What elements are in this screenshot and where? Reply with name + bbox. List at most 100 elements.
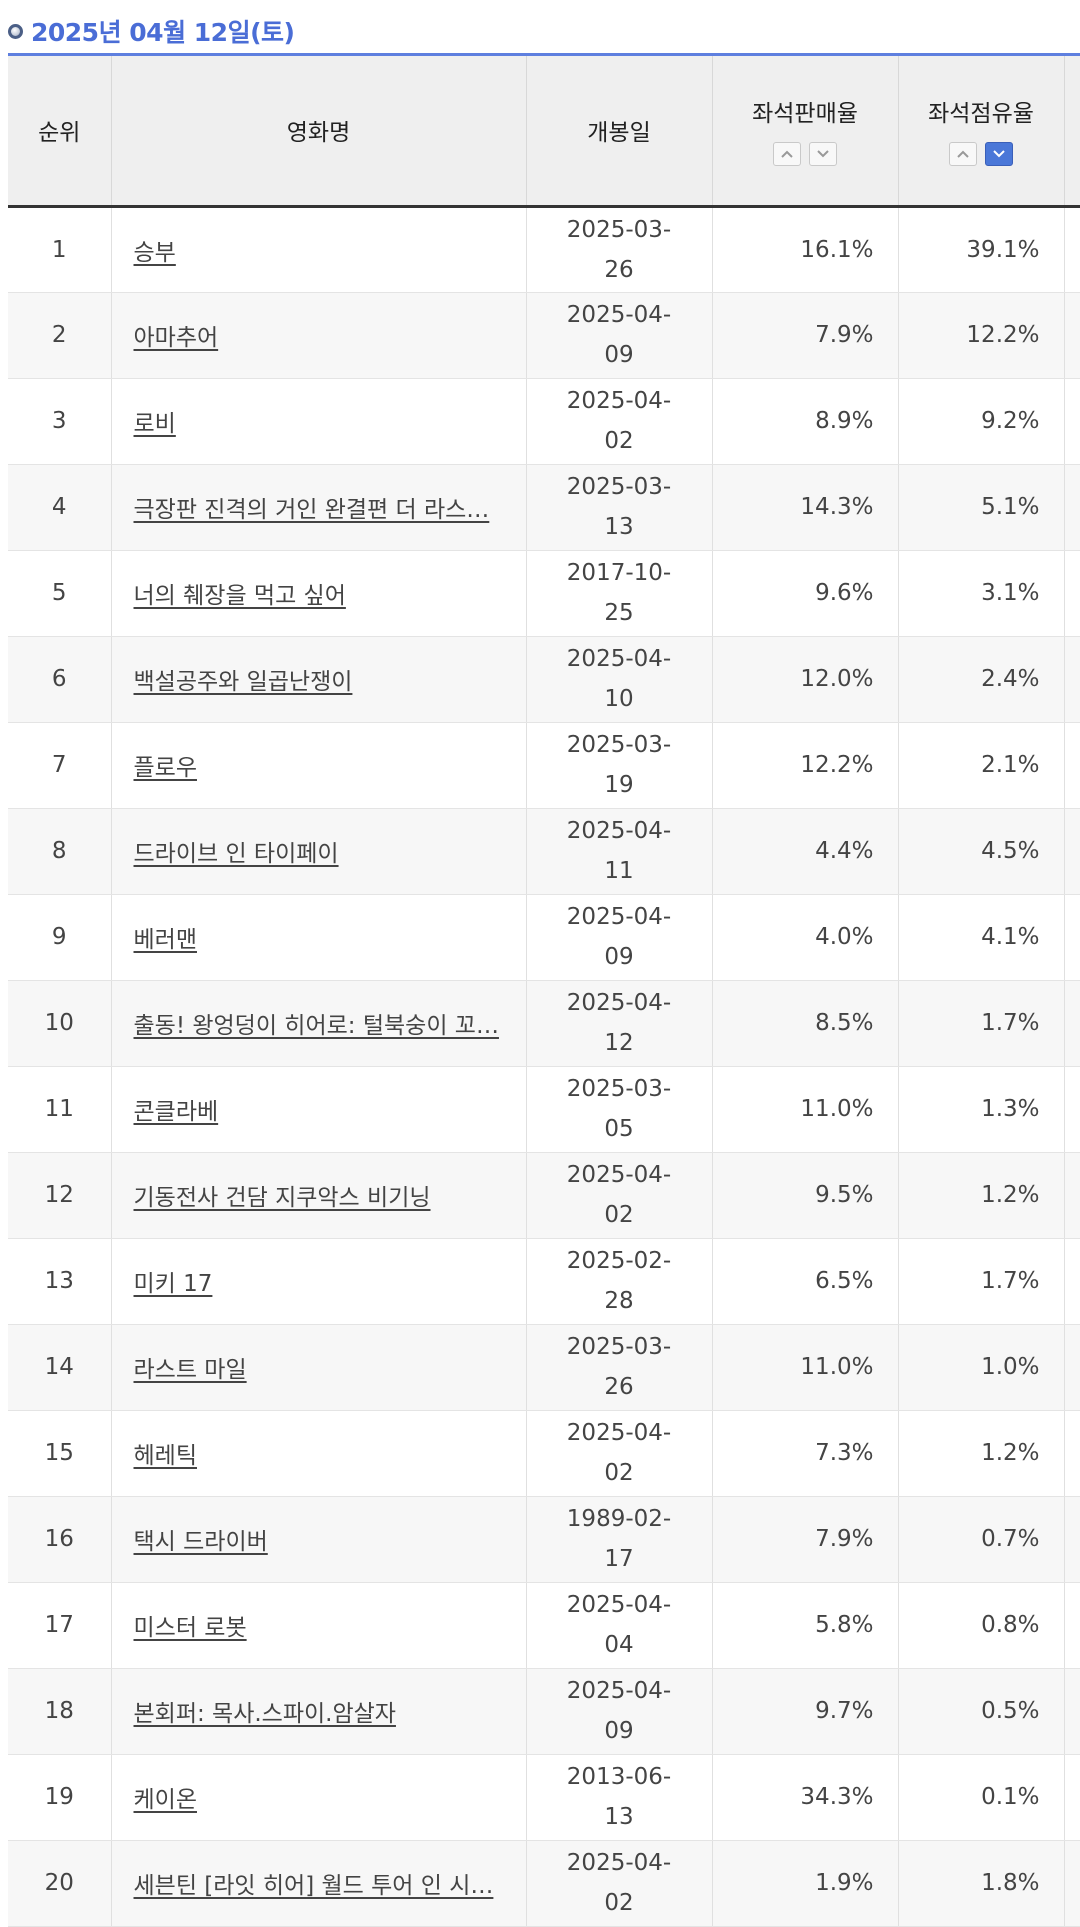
release-date-cell: 2025-04-09 (526, 292, 713, 379)
table-row: 9 베러맨 2025-04-09 4.0% 4.1% (8, 894, 1080, 981)
overflow-cell (1064, 894, 1080, 981)
release-date-cell: 2025-04-12 (526, 980, 713, 1067)
release-date-cell: 2017-10-25 (526, 550, 713, 637)
title-cell: 기동전사 건담 지쿠악스 비기닝 (111, 1152, 527, 1239)
rank-cell: 19 (8, 1754, 112, 1841)
rank-cell: 12 (8, 1152, 112, 1239)
table-row: 15 헤레틱 2025-04-02 7.3% 1.2% (8, 1410, 1080, 1497)
movie-title-link[interactable]: 본회퍼: 목사.스파이.암살자 (133, 1701, 396, 1727)
movie-title-link[interactable]: 출동! 왕엉덩이 히어로: 털북숭이 꼬… (133, 1013, 499, 1039)
seat-sales-cell: 14.3% (712, 464, 899, 551)
table-row: 14 라스트 마일 2025-03-26 11.0% 1.0% (8, 1324, 1080, 1411)
seat-share-cell: 1.7% (898, 980, 1065, 1067)
table-row: 1 승부 2025-03-26 16.1% 39.1% (8, 206, 1080, 293)
seat-sales-cell: 7.3% (712, 1410, 899, 1497)
movie-title-link[interactable]: 백설공주와 일곱난쟁이 (133, 669, 353, 695)
table-body: 1 승부 2025-03-26 16.1% 39.1% 2 아마추어 2025-04-09 7.… (8, 206, 1080, 1927)
release-date-cell: 2025-04-11 (526, 808, 713, 895)
seat-sales-cell: 1.9% (712, 1840, 899, 1927)
seat-sales-cell: 9.6% (712, 550, 899, 637)
movie-title-link[interactable]: 플로우 (133, 755, 197, 781)
overflow-cell (1064, 636, 1080, 723)
column-header-seat-sales-label: 좌석판매율 (752, 101, 858, 128)
title-cell: 미키 17 (111, 1238, 527, 1325)
sort-ascending-button[interactable] (773, 142, 801, 167)
table-row: 18 본회퍼: 목사.스파이.암살자 2025-04-09 9.7% 0.5% (8, 1668, 1080, 1755)
movie-title-link[interactable]: 기동전사 건담 지쿠악스 비기닝 (133, 1185, 431, 1211)
rank-cell: 18 (8, 1668, 112, 1755)
rank-cell: 14 (8, 1324, 112, 1411)
table-row: 4 극장판 진격의 거인 완결편 더 라스… 2025-03-13 14.3% 5.1% (8, 464, 1080, 551)
rank-cell: 7 (8, 722, 112, 809)
overflow-cell (1064, 1668, 1080, 1755)
movie-title-link[interactable]: 미키 17 (133, 1271, 213, 1297)
title-cell: 본회퍼: 목사.스파이.암살자 (111, 1668, 527, 1755)
overflow-cell (1064, 1840, 1080, 1927)
title-cell: 콘클라베 (111, 1066, 527, 1153)
seat-sales-cell: 16.1% (712, 206, 899, 293)
release-date-cell: 2025-04-02 (526, 1410, 713, 1497)
title-cell: 베러맨 (111, 894, 527, 981)
movie-title-link[interactable]: 라스트 마일 (133, 1357, 247, 1383)
table-row: 8 드라이브 인 타이페이 2025-04-11 4.4% 4.5% (8, 808, 1080, 895)
seat-share-cell: 1.7% (898, 1238, 1065, 1325)
title-cell: 헤레틱 (111, 1410, 527, 1497)
release-date-cell: 2025-03-19 (526, 722, 713, 809)
overflow-cell (1064, 1496, 1080, 1583)
seat-share-cell: 9.2% (898, 378, 1065, 465)
title-cell: 너의 췌장을 먹고 싶어 (111, 550, 527, 637)
table-row: 6 백설공주와 일곱난쟁이 2025-04-10 12.0% 2.4% (8, 636, 1080, 723)
seat-share-cell: 0.5% (898, 1668, 1065, 1755)
movie-title-link[interactable]: 아마추어 (133, 325, 219, 351)
table-row: 13 미키 17 2025-02-28 6.5% 1.7% (8, 1238, 1080, 1325)
table-row: 3 로비 2025-04-02 8.9% 9.2% (8, 378, 1080, 465)
overflow-cell (1064, 1152, 1080, 1239)
release-date-cell: 2025-04-10 (526, 636, 713, 723)
release-date-cell: 2025-04-09 (526, 1668, 713, 1755)
title-cell: 로비 (111, 378, 527, 465)
rank-cell: 10 (8, 980, 112, 1067)
movie-title-link[interactable]: 로비 (133, 411, 176, 437)
seat-sales-cell: 12.2% (712, 722, 899, 809)
movie-title-link[interactable]: 너의 췌장을 먹고 싶어 (133, 583, 346, 609)
overflow-cell (1064, 1238, 1080, 1325)
movie-title-link[interactable]: 베러맨 (133, 927, 197, 953)
seat-sales-cell: 34.3% (712, 1754, 899, 1841)
sort-descending-button[interactable] (985, 142, 1013, 167)
rank-cell: 17 (8, 1582, 112, 1669)
movie-title-link[interactable]: 드라이브 인 타이페이 (133, 841, 339, 867)
rank-cell: 2 (8, 292, 112, 379)
rank-cell: 5 (8, 550, 112, 637)
header-divider (8, 53, 1080, 56)
movie-title-link[interactable]: 택시 드라이버 (133, 1529, 268, 1555)
sort-ascending-button[interactable] (949, 142, 977, 167)
movie-title-link[interactable]: 세븐틴 [라잇 히어] 월드 투어 인 시… (133, 1873, 494, 1899)
rank-cell: 8 (8, 808, 112, 895)
chevron-down-icon (993, 150, 1005, 158)
table-row: 2 아마추어 2025-04-09 7.9% 12.2% (8, 292, 1080, 379)
rank-cell: 4 (8, 464, 112, 551)
overflow-cell (1064, 980, 1080, 1067)
movie-title-link[interactable]: 콘클라베 (133, 1099, 219, 1125)
seat-share-cell: 0.8% (898, 1582, 1065, 1669)
seat-sales-cell: 9.5% (712, 1152, 899, 1239)
overflow-cell (1064, 1754, 1080, 1841)
movie-title-link[interactable]: 케이온 (133, 1787, 197, 1813)
release-date-cell: 2025-03-05 (526, 1066, 713, 1153)
movie-title-link[interactable]: 미스터 로봇 (133, 1615, 247, 1641)
title-cell: 출동! 왕엉덩이 히어로: 털북숭이 꼬… (111, 980, 527, 1067)
seat-share-cell: 1.2% (898, 1152, 1065, 1239)
movie-title-link[interactable]: 승부 (133, 239, 176, 266)
seat-share-cell: 2.4% (898, 636, 1065, 723)
overflow-cell (1064, 378, 1080, 465)
seat-sales-cell: 8.5% (712, 980, 899, 1067)
seat-sales-cell: 4.4% (712, 808, 899, 895)
title-cell: 승부 (111, 206, 527, 293)
rank-cell: 15 (8, 1410, 112, 1497)
seat-share-cell: 3.1% (898, 550, 1065, 637)
sort-descending-button[interactable] (809, 142, 837, 167)
movie-title-link[interactable]: 헤레틱 (133, 1443, 197, 1469)
release-date-cell: 2025-04-09 (526, 894, 713, 981)
movie-title-link[interactable]: 극장판 진격의 거인 완결편 더 라스… (133, 497, 490, 523)
overflow-cell (1064, 550, 1080, 637)
